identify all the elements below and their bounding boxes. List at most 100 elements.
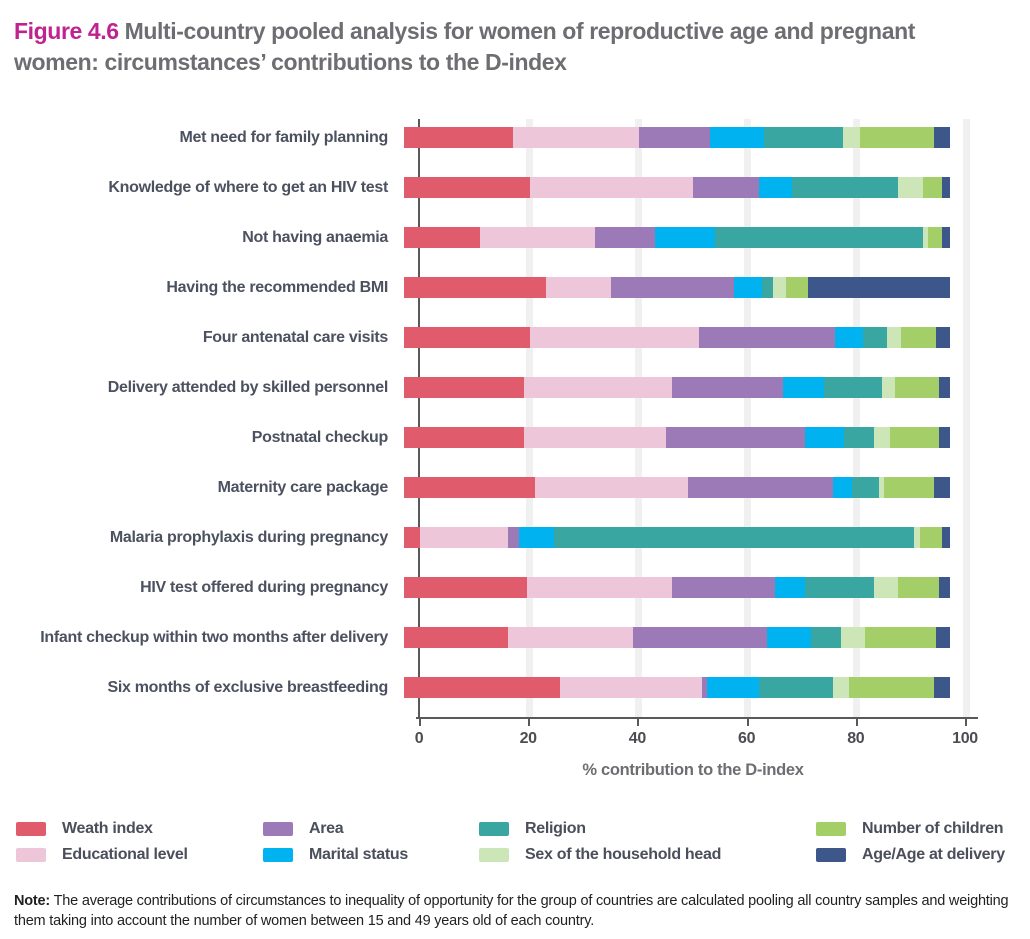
bar-segment-marital-status [835,327,863,348]
legend-swatch-marital-status [263,848,293,862]
chart-row: Knowledge of where to get an HIV test [0,163,1030,213]
x-tick-0 [419,719,421,726]
x-tick-60 [746,719,749,726]
bar-segment-marital-status [767,627,811,648]
legend-swatch-area [263,822,293,836]
stacked-bar [404,677,950,698]
gridline-40 [634,119,642,719]
x-tick-label-0: 0 [414,730,424,747]
chart-legend: Weath index Educational level Area Marital … [16,816,1016,868]
legend-item-number-of-children: Number of children [816,820,1016,838]
bar-segment-weath-index [404,227,481,248]
bar-segment-area [666,427,806,448]
category-label: Knowledge of where to get an HIV test [108,179,388,196]
legend-label: Religion [525,820,586,837]
bar-segment-age-age-at-delivery [941,227,950,248]
stacked-bar [404,627,950,648]
bar-segment-religion [761,277,773,298]
legend-item-age-age-at-delivery: Age/Age at delivery [816,846,1016,864]
bar-segment-age-age-at-delivery [936,327,950,348]
bar-segment-weath-index [404,627,508,648]
x-tick-label-40: 40 [628,730,647,747]
bar-segment-age-age-at-delivery [939,377,950,398]
chart-row: Postnatal checkup [0,413,1030,463]
bar-segment-age-age-at-delivery [933,477,950,498]
bar-segment-area [611,277,735,298]
bar-segment-religion [810,627,841,648]
legend-label: Area [309,820,344,837]
bar-track [404,313,950,363]
chart-row: Infant checkup within two months after d… [0,613,1030,663]
category-label: Malaria prophylaxis during pregnancy [109,529,388,546]
bar-segment-marital-status [758,177,792,198]
bar-segment-weath-index [404,527,421,548]
bar-segment-sex-of-the-household-head [898,177,923,198]
bar-segment-educational-level [526,577,672,598]
bar-segment-educational-level [545,277,612,298]
y-axis-line [418,119,420,719]
category-label: Met need for family planning [179,129,388,146]
x-tick-80 [855,719,858,726]
x-axis-title: % contribution to the D-index [582,761,804,779]
bar-segment-weath-index [404,677,560,698]
bar-segment-area [693,177,759,198]
bar-segment-age-age-at-delivery [939,577,950,598]
bar-segment-age-age-at-delivery [933,677,950,698]
bar-segment-educational-level [529,177,694,198]
bar-segment-religion [824,377,882,398]
legend-label: Educational level [62,846,188,863]
legend-label: Sex of the household head [525,846,722,863]
chart-row: Delivery attended by skilled personnel [0,363,1030,413]
bar-segment-age-age-at-delivery [941,177,950,198]
bar-segment-marital-status [805,427,844,448]
bar-track [404,163,950,213]
bar-track [404,463,950,513]
bar-segment-sex-of-the-household-head [843,127,860,148]
note-body: The average contributions of circumstanc… [14,893,1009,929]
chart-row: Four antenatal care visits [0,313,1030,363]
bar-segment-weath-index [404,127,514,148]
bar-track [404,113,950,163]
bar-segment-number-of-children [922,177,942,198]
bar-segment-weath-index [404,277,546,298]
bar-segment-age-age-at-delivery [807,277,950,298]
legend-swatch-sex-of-the-household-head [479,848,509,862]
bar-segment-number-of-children [884,477,934,498]
bar-segment-marital-status [655,227,716,248]
stacked-bar [404,477,950,498]
chart-row: Not having anaemia [0,213,1030,263]
category-label: Four antenatal care visits [202,329,388,346]
bar-segment-religion [862,327,888,348]
bar-segment-weath-index [404,177,530,198]
bar-segment-area [701,677,708,698]
x-tick-100 [965,719,967,726]
chart-row: Met need for family planning [0,113,1030,163]
bar-segment-educational-level [559,677,702,698]
bar-segment-sex-of-the-household-head [914,527,920,548]
chart-row: Maternity care package [0,463,1030,513]
legend-item-area: Area [263,820,479,838]
bar-segment-area [698,327,836,348]
chart-row: Having the recommended BMI [0,263,1030,313]
bar-track [404,663,950,713]
bar-segment-educational-level [535,477,688,498]
figure-number: Figure 4.6 [14,18,119,44]
bar-segment-religion [851,477,879,498]
bar-segment-educational-level [524,427,667,448]
bar-segment-area [595,227,656,248]
category-label: Having the recommended BMI [166,279,388,296]
bar-segment-sex-of-the-household-head [772,277,787,298]
legend-item-educational-level: Educational level [16,846,263,864]
bar-segment-marital-status [832,477,852,498]
legend-label: Age/Age at delivery [862,846,1005,863]
bar-segment-sex-of-the-household-head [832,677,849,698]
stacked-bar [404,327,950,348]
figure-title-text: Multi-country pooled analysis for women … [14,18,915,75]
x-tick-40 [637,719,640,726]
bar-segment-area [507,527,519,548]
bar-track [404,613,950,663]
category-label: Delivery attended by skilled personnel [107,379,389,396]
legend-swatch-number-of-children [816,822,846,836]
bar-track [404,363,950,413]
bar-segment-marital-status [734,277,762,298]
